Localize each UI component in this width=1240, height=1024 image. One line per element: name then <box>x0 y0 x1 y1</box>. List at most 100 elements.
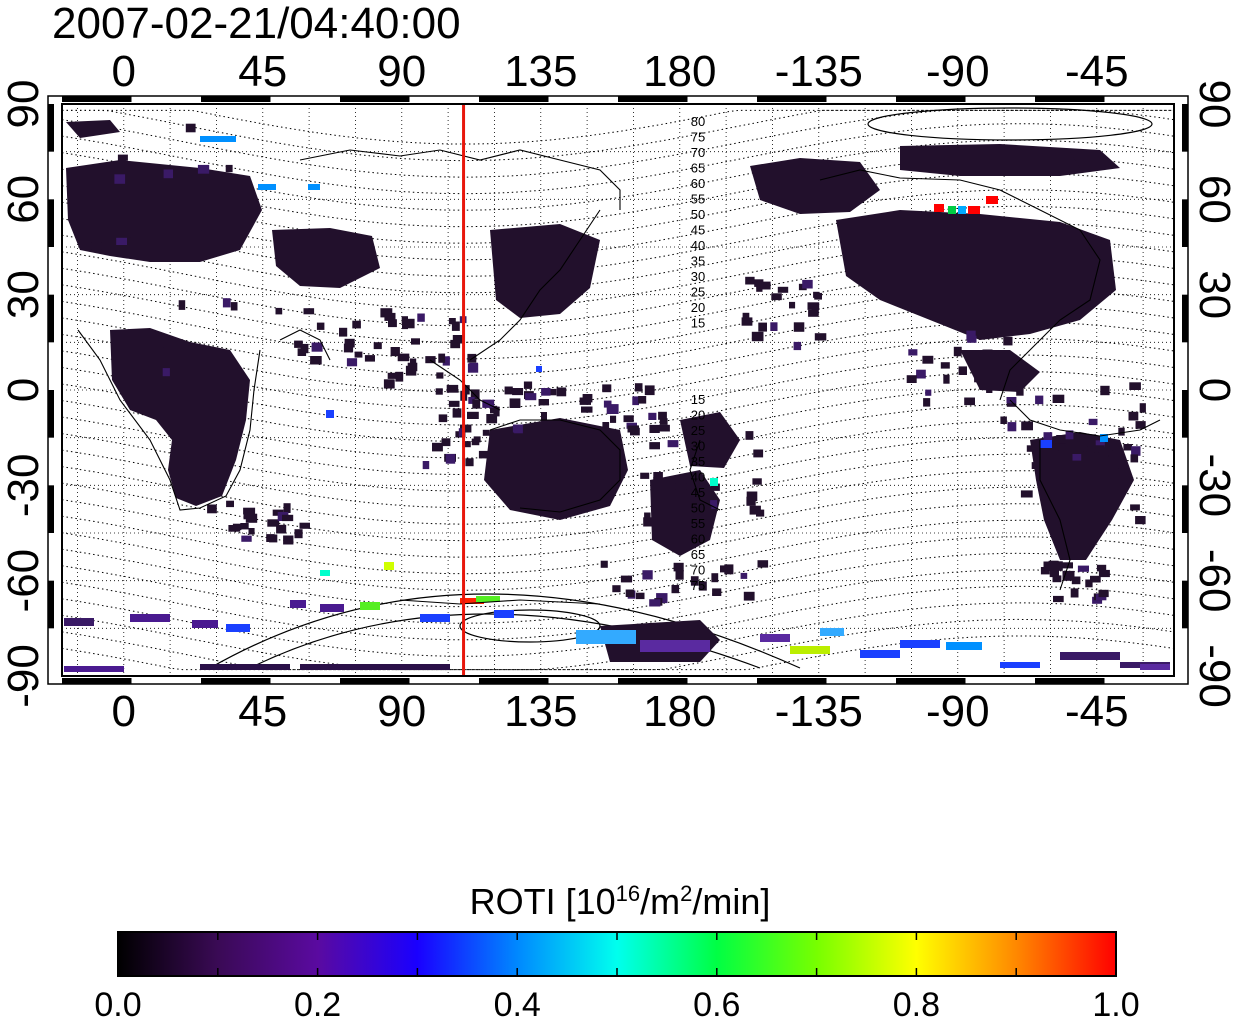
roti-cell-high <box>1000 662 1040 668</box>
x-tick-label-bottom: 0 <box>112 687 136 736</box>
roti-cell-high <box>326 410 334 418</box>
roti-cell <box>283 503 291 513</box>
roti-cell <box>1071 576 1081 585</box>
roti-cell <box>468 397 475 404</box>
roti-cell <box>743 591 755 601</box>
roti-cell <box>648 412 657 420</box>
roti-cell <box>745 276 755 285</box>
roti-cell <box>185 123 196 133</box>
roti-cell <box>1139 403 1146 413</box>
roti-cell <box>658 411 667 420</box>
roti-region <box>490 224 600 318</box>
roti-cell <box>507 432 515 442</box>
roti-cell <box>482 429 490 436</box>
roti-cell <box>1053 595 1064 603</box>
roti-cell-high <box>576 630 636 644</box>
roti-cell <box>387 372 399 379</box>
roti-cell <box>523 381 533 389</box>
roti-cell <box>1021 421 1033 431</box>
colorbar-tick-label: 0.6 <box>693 986 740 1024</box>
roti-cell <box>953 346 962 357</box>
contour-label: 30 <box>691 269 705 284</box>
roti-cell <box>165 373 175 382</box>
roti-cell-high <box>900 640 940 648</box>
roti-cell <box>684 489 692 499</box>
roti-region <box>110 328 250 506</box>
frame-segment <box>340 96 410 102</box>
roti-cell <box>422 461 430 470</box>
roti-cell <box>436 372 444 379</box>
roti-cell <box>178 300 186 310</box>
contour-label: 50 <box>691 207 705 222</box>
roti-cell <box>470 389 480 400</box>
x-tick-label-bottom: 90 <box>377 687 426 736</box>
roti-cell <box>1061 562 1073 569</box>
roti-cell <box>1086 446 1095 454</box>
contour-label: 60 <box>691 532 705 547</box>
roti-cell-high <box>1100 434 1108 442</box>
roti-region <box>1030 432 1134 560</box>
roti-cell <box>908 349 918 356</box>
roti-cell <box>802 279 813 289</box>
roti-cell <box>316 322 325 330</box>
coastline <box>299 149 621 210</box>
roti-cell <box>504 386 513 395</box>
roti-map: 8075706560555045403530252015152025303540… <box>0 47 1239 736</box>
roti-cell <box>411 338 420 345</box>
frame-segment <box>201 96 271 102</box>
roti-cell-high <box>760 634 790 642</box>
roti-cell <box>352 320 361 329</box>
roti-cell <box>435 388 443 395</box>
roti-cell-high <box>200 664 290 670</box>
roti-cell <box>339 327 348 337</box>
roti-cell <box>405 365 417 376</box>
frame-segment <box>1182 390 1188 438</box>
roti-cell <box>373 342 382 350</box>
roti-cell <box>793 322 805 332</box>
y-tick-label-right: -60 <box>1190 549 1239 613</box>
roti-cell <box>581 406 593 413</box>
roti-cell <box>397 353 410 362</box>
contour-line <box>61 139 1175 211</box>
roti-cell <box>711 483 720 491</box>
roti-cell <box>623 415 634 423</box>
roti-cell <box>610 415 617 423</box>
roti-cell <box>1070 588 1079 598</box>
roti-cell <box>742 312 750 319</box>
roti-cell <box>1065 430 1074 440</box>
roti-cell <box>1058 443 1068 452</box>
roti-cell <box>123 228 131 238</box>
roti-cell <box>556 387 567 397</box>
contour-label: 70 <box>691 145 705 160</box>
roti-cell <box>671 585 680 594</box>
roti-cell <box>163 169 173 179</box>
frame-segment <box>340 678 410 684</box>
map-title: 2007-02-21/04:40:00 <box>52 0 461 48</box>
roti-cell <box>225 164 233 173</box>
roti-cell <box>1095 440 1105 448</box>
roti-cell <box>1130 454 1139 463</box>
roti-cell <box>612 585 621 593</box>
roti-cell <box>116 237 127 245</box>
contour-label: 55 <box>691 516 705 531</box>
roti-cell <box>276 524 287 534</box>
roti-cell <box>300 343 309 354</box>
roti-cell <box>228 525 241 532</box>
contour-label: 45 <box>691 485 705 500</box>
coastline <box>279 329 331 361</box>
roti-cell <box>1006 397 1017 404</box>
roti-cell-high <box>968 206 980 214</box>
contour-line <box>61 519 1175 591</box>
roti-cell <box>388 319 397 328</box>
contour-line <box>61 602 1175 671</box>
roti-cell <box>1043 432 1053 441</box>
roti-cell <box>675 570 684 580</box>
roti-cell <box>545 388 557 396</box>
x-tick-label-bottom: -135 <box>775 687 863 736</box>
x-tick-label-bottom: 180 <box>643 687 716 736</box>
roti-cell <box>509 398 521 408</box>
contour-label: 30 <box>691 439 705 454</box>
roti-cell <box>364 355 375 362</box>
frame-segment <box>48 294 54 343</box>
roti-cell <box>561 428 568 437</box>
